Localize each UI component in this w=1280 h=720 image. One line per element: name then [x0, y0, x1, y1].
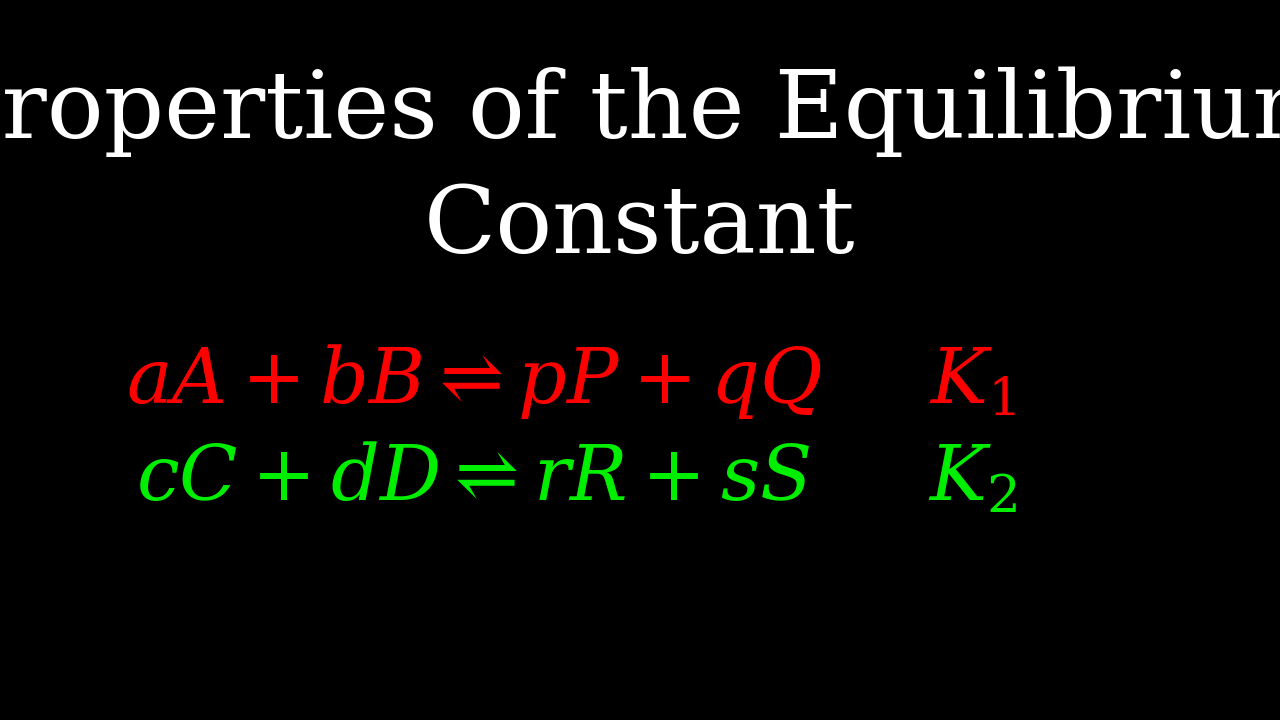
Text: $K_1$: $K_1$: [929, 345, 1016, 418]
Text: $aA + bB \rightleftharpoons pP + qQ$: $aA + bB \rightleftharpoons pP + qQ$: [125, 342, 822, 421]
Text: Constant: Constant: [424, 181, 856, 271]
Text: Properties of the Equilibrium: Properties of the Equilibrium: [0, 66, 1280, 157]
Text: $cC + dD \rightleftharpoons rR + sS$: $cC + dD \rightleftharpoons rR + sS$: [137, 442, 810, 516]
Text: $K_2$: $K_2$: [928, 442, 1018, 516]
